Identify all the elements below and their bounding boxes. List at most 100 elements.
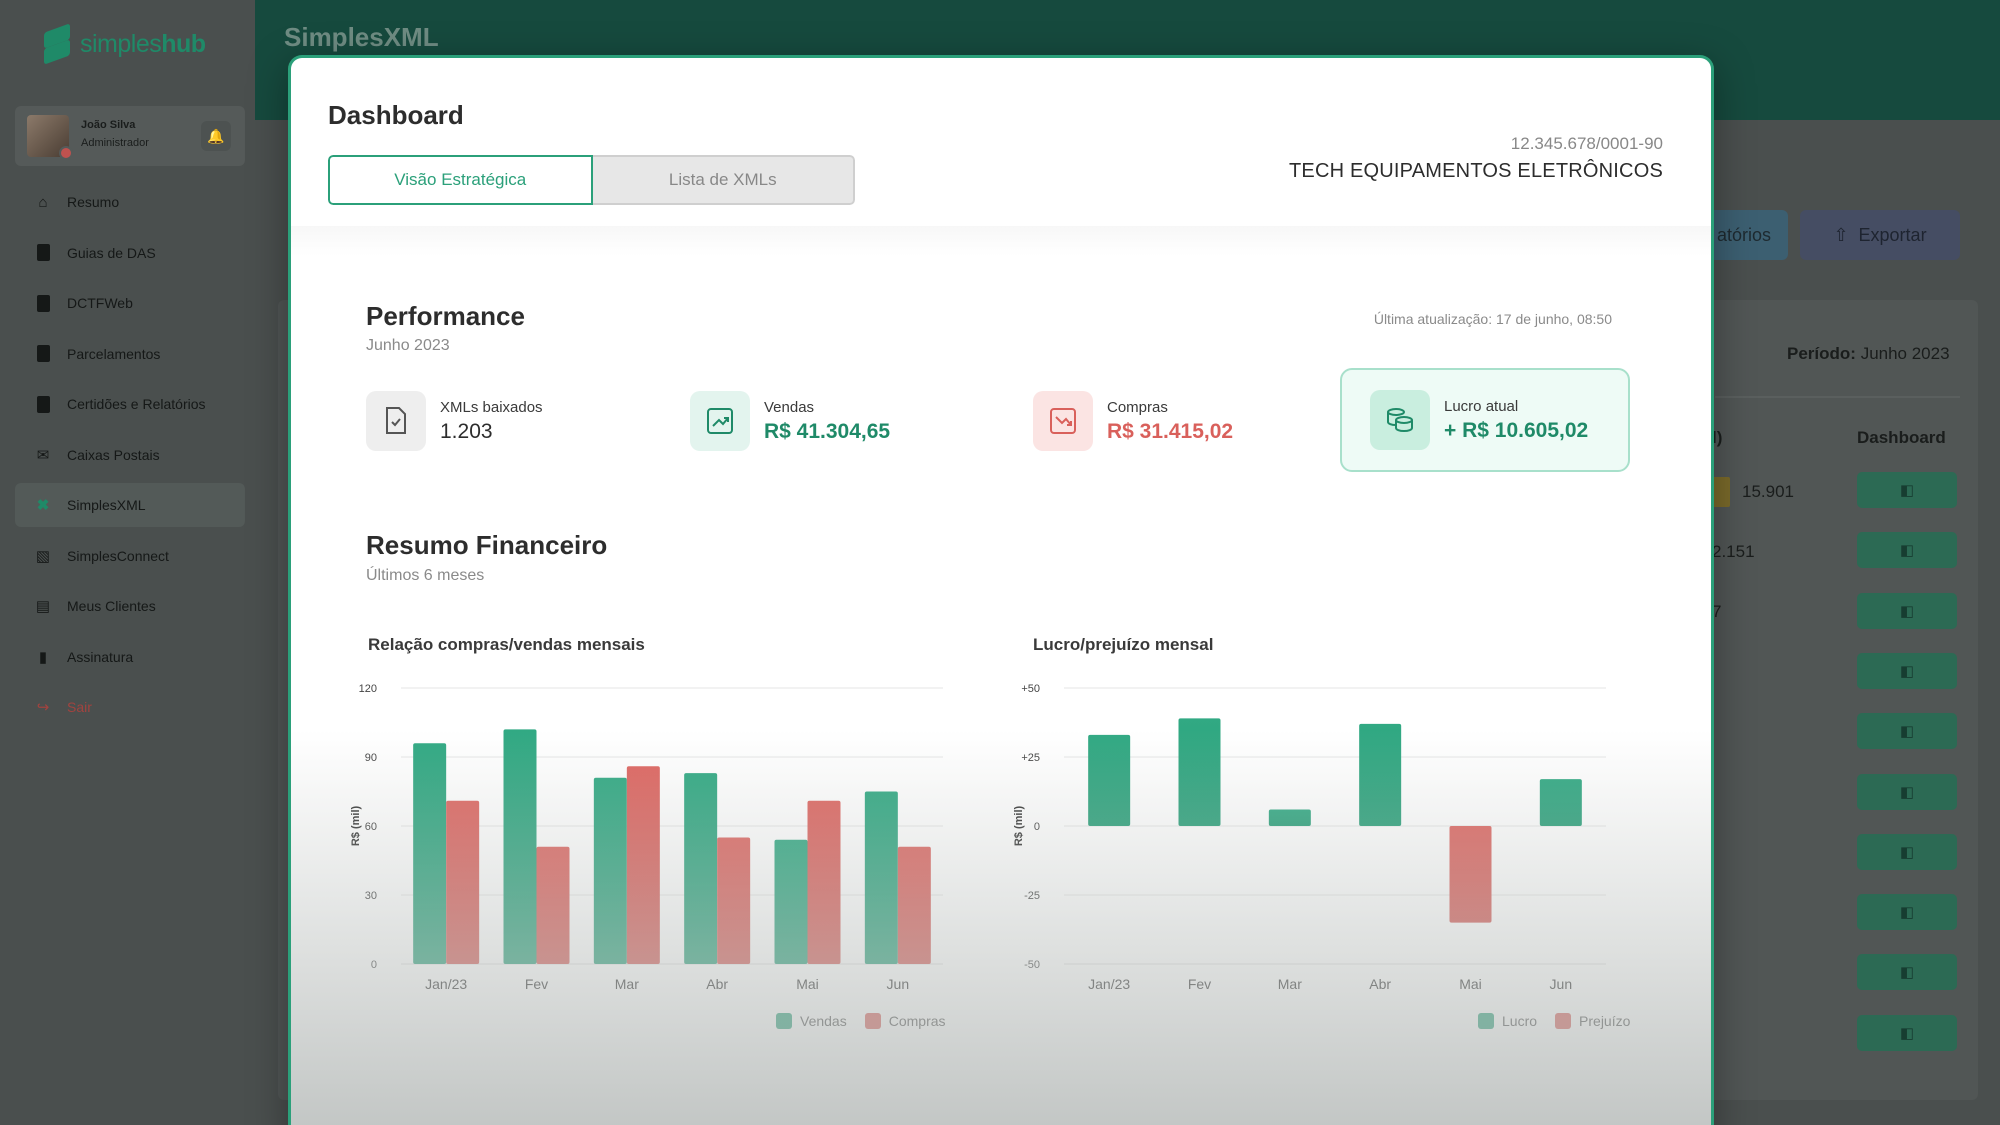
sidebar-item-dctfweb[interactable]: DCTFWeb bbox=[15, 281, 245, 325]
legend-compras-vendas: Vendas Compras bbox=[776, 1013, 946, 1029]
kpi-value: 1.203 bbox=[440, 419, 493, 443]
legend-item[interactable]: Vendas bbox=[776, 1013, 847, 1029]
bar-compras[interactable] bbox=[626, 766, 660, 964]
kpi-label: Compras bbox=[1107, 398, 1168, 416]
sidebar-item-caixas-postais[interactable]: ✉ Caixas Postais bbox=[15, 433, 245, 477]
periodo-label: Período: Junho 2023 bbox=[1787, 344, 1950, 363]
bar-compras[interactable] bbox=[717, 837, 751, 965]
y-tick-label: 0 bbox=[371, 959, 377, 971]
home-icon: ⌂ bbox=[38, 193, 48, 211]
sidebar-item-guias-das[interactable]: Guias de DAS bbox=[15, 231, 245, 275]
tab-visao-estrategica[interactable]: Visão Estratégica bbox=[328, 155, 593, 205]
trend-down-icon bbox=[1033, 391, 1093, 451]
sidebar-item-simplesconnect[interactable]: ▧ SimplesConnect bbox=[15, 534, 245, 578]
kpi-label: XMLs baixados bbox=[440, 398, 543, 416]
y-tick-label: 0 bbox=[1034, 821, 1040, 833]
row-dashboard-button[interactable]: ◧ bbox=[1857, 773, 1957, 810]
table-header-dashboard: Dashboard bbox=[1857, 428, 1946, 447]
chat-icon: ◧ bbox=[1899, 843, 1915, 861]
document-icon bbox=[33, 294, 53, 312]
chat-icon: ◧ bbox=[1899, 602, 1915, 620]
bar-lucro[interactable] bbox=[1178, 718, 1221, 826]
x-icon: ✖ bbox=[36, 497, 50, 514]
table-header-partial: l) bbox=[1712, 428, 1723, 447]
legend-item[interactable]: Prejuízo bbox=[1555, 1013, 1630, 1029]
x-tick-label: Jun bbox=[1550, 976, 1573, 992]
y-tick-label: +50 bbox=[1021, 683, 1040, 695]
bar-lucro[interactable] bbox=[1359, 723, 1402, 826]
x-tick-label: Abr bbox=[1369, 976, 1391, 992]
bar-vendas[interactable] bbox=[684, 773, 718, 964]
bar-compras[interactable] bbox=[807, 800, 841, 964]
sidebar-item-assinatura[interactable]: ▮ Assinatura bbox=[15, 635, 245, 679]
logo-icon bbox=[42, 24, 72, 64]
legend-item[interactable]: Lucro bbox=[1478, 1013, 1537, 1029]
row-dashboard-button[interactable]: ◧ bbox=[1857, 652, 1957, 689]
chart-title-lucro: Lucro/prejuízo mensal bbox=[1033, 635, 1214, 654]
tab-lista-xmls[interactable]: Lista de XMLs bbox=[592, 155, 855, 205]
user-card[interactable]: João Silva Administrador 🔔 bbox=[15, 106, 245, 166]
bar-vendas[interactable] bbox=[413, 743, 447, 964]
legend-lucro-prejuizo: Lucro Prejuízo bbox=[1478, 1013, 1630, 1029]
bar-prejuízo[interactable] bbox=[1449, 826, 1492, 923]
legend-item[interactable]: Compras bbox=[864, 1013, 946, 1029]
legend-label: Lucro bbox=[1502, 1013, 1538, 1029]
row-dashboard-button[interactable]: ◧ bbox=[1857, 954, 1957, 991]
bar-compras[interactable] bbox=[897, 846, 931, 964]
chat-icon: ◧ bbox=[1899, 904, 1915, 922]
row-dashboard-button[interactable]: ◧ bbox=[1857, 894, 1957, 931]
kpi-label: Lucro atual bbox=[1444, 397, 1519, 415]
bar-vendas[interactable] bbox=[864, 791, 898, 965]
x-tick-label: Mar bbox=[615, 976, 639, 992]
modal-content: Performance Junho 2023 Última atualizaçã… bbox=[288, 0, 1714, 1125]
sidebar-item-meus-clientes[interactable]: ▤ Meus Clientes bbox=[15, 584, 245, 628]
sidebar-item-certidoes[interactable]: Certidões e Relatórios bbox=[15, 382, 245, 426]
bar-lucro[interactable] bbox=[1539, 779, 1582, 826]
sidebar-item-label: Parcelamentos bbox=[67, 345, 161, 362]
y-tick-label: 30 bbox=[365, 890, 377, 902]
bell-icon[interactable]: 🔔 bbox=[201, 121, 231, 151]
row-dashboard-button[interactable]: ◧ bbox=[1857, 592, 1957, 629]
y-axis-label: R$ (mil) bbox=[350, 805, 362, 846]
clients-icon: ▤ bbox=[35, 598, 51, 615]
connect-icon: ▧ bbox=[35, 547, 51, 565]
last-update: Última atualização: 17 de junho, 08:50 bbox=[1373, 311, 1612, 327]
sidebar-item-parcelamentos[interactable]: Parcelamentos bbox=[15, 332, 245, 376]
chat-icon: ◧ bbox=[1899, 482, 1915, 499]
bar-vendas[interactable] bbox=[593, 777, 627, 964]
export-button[interactable]: ⇧ Exportar bbox=[1800, 210, 1960, 260]
row-dashboard-button[interactable]: ◧ bbox=[1857, 532, 1957, 569]
bar-lucro[interactable] bbox=[1268, 809, 1311, 826]
sidebar-item-simplesxml[interactable]: ✖ SimplesXML bbox=[15, 483, 245, 527]
logout-icon: ↪ bbox=[36, 699, 50, 716]
logo[interactable]: simpleshub bbox=[42, 24, 206, 64]
bar-vendas[interactable] bbox=[503, 729, 537, 964]
kpi-xmls: XMLs baixados 1.203 bbox=[366, 380, 543, 462]
row-dashboard-button[interactable]: ◧ bbox=[1857, 713, 1957, 750]
upload-icon: ⇧ bbox=[1833, 224, 1849, 245]
legend-label: Vendas bbox=[800, 1013, 847, 1029]
sidebar-item-resumo[interactable]: ⌂ Resumo bbox=[15, 180, 245, 224]
y-tick-label: +25 bbox=[1021, 752, 1040, 764]
bar-compras[interactable] bbox=[536, 846, 570, 964]
kpi-value: R$ 41.304,65 bbox=[764, 419, 891, 443]
performance-subtitle: Junho 2023 bbox=[366, 337, 450, 354]
bar-lucro[interactable] bbox=[1088, 734, 1131, 826]
view-tabs: Visão Estratégica Lista de XMLs bbox=[328, 155, 855, 205]
row-dashboard-button[interactable]: ◧ bbox=[1857, 833, 1957, 870]
row-dashboard-button[interactable]: ◧ bbox=[1857, 1014, 1957, 1051]
x-tick-label: Mai bbox=[1459, 976, 1482, 992]
y-axis-label: R$ (mil) bbox=[1013, 805, 1025, 846]
chart-compras-vendas: 0 30 60 90 120 R$ (mil) Jan/23 Fev Mar Abr Mai Jun bbox=[350, 683, 943, 992]
legend-label: Prejuízo bbox=[1579, 1013, 1631, 1029]
sidebar: simpleshub João Silva Administrador 🔔 ⌂ R… bbox=[0, 0, 255, 1125]
avatar-status-dot bbox=[59, 146, 73, 160]
bar-compras[interactable] bbox=[446, 800, 480, 964]
sidebar-item-sair[interactable]: ↪ Sair bbox=[15, 685, 245, 729]
row-dashboard-button[interactable]: ◧ bbox=[1857, 472, 1957, 508]
bar-vendas[interactable] bbox=[774, 839, 808, 964]
kpi-vendas: Vendas R$ 41.304,65 bbox=[690, 380, 890, 462]
table-cell: 2.151 bbox=[1712, 542, 1755, 561]
relatorios-button[interactable]: atórios bbox=[1700, 210, 1788, 260]
y-tick-label: -25 bbox=[1024, 890, 1040, 902]
